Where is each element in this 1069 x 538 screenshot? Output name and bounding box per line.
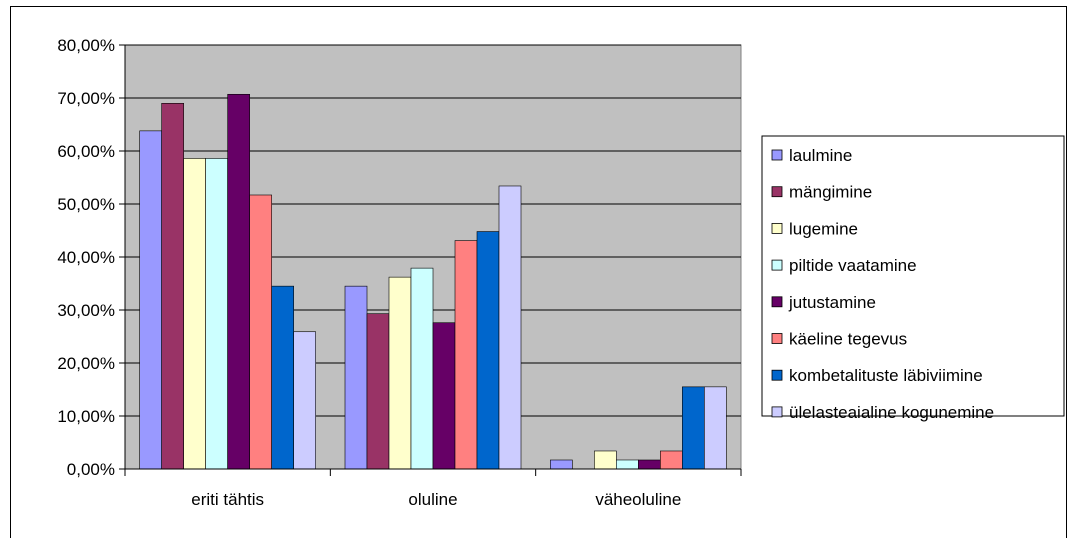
- legend-label: jutustamine: [788, 293, 876, 312]
- category-label: eriti tähtis: [191, 490, 264, 509]
- legend-swatch: [771, 259, 783, 271]
- bar-piltide-vaatamine: [205, 158, 228, 470]
- y-tick-label: 40,00%: [57, 248, 115, 267]
- y-tick-label: 70,00%: [57, 89, 115, 108]
- y-tick-label: 20,00%: [57, 354, 115, 373]
- bar-ülelasteaialine-kogunemine: [498, 185, 522, 470]
- bars: [139, 93, 727, 470]
- legend-label: lugemine: [789, 219, 858, 238]
- bar-lugemine: [183, 158, 206, 470]
- bar-lugemine: [388, 276, 412, 470]
- bar-jutustamine: [638, 459, 661, 470]
- bar-ülelasteaialine-kogunemine: [704, 386, 727, 470]
- legend-label: käeline tegevus: [789, 330, 907, 349]
- legend-label: mängimine: [789, 183, 872, 202]
- bar-piltide-vaatamine: [616, 459, 639, 470]
- axes: 0,00% 10,00% 20,00% 30,00% 40,00% 50,00% 60,00…: [57, 36, 742, 509]
- bar-käeline-tegevus: [454, 240, 478, 470]
- legend-label: laulmine: [789, 146, 852, 165]
- legend-label: piltide vaatamine: [789, 256, 917, 275]
- y-tick-label: 10,00%: [57, 407, 115, 426]
- bar-laulmine: [139, 130, 162, 470]
- y-tick-label: 30,00%: [57, 301, 115, 320]
- y-tick-label: 80,00%: [57, 36, 115, 55]
- legend-swatch: [771, 222, 783, 234]
- bar-laulmine: [550, 459, 573, 470]
- bar-käeline-tegevus: [660, 450, 683, 470]
- y-tick-label: 0,00%: [67, 460, 115, 479]
- legend-swatch: [771, 333, 783, 344]
- bar-kombetalituste-läbiviimine: [271, 285, 294, 470]
- legend-label: kombetalituste läbiviimine: [789, 366, 983, 385]
- category-label: oluline: [408, 490, 457, 509]
- bar-ülelasteaialine-kogunemine: [293, 331, 316, 470]
- legend-box: [761, 135, 1065, 417]
- legend-swatch: [771, 149, 783, 161]
- legend-swatch: [771, 296, 783, 308]
- legend: laulmine mängimine lugemine piltide vaatami…: [761, 135, 1065, 422]
- bar-jutustamine: [432, 322, 456, 470]
- legend-swatch: [771, 369, 783, 381]
- bar-mängimine: [161, 103, 184, 470]
- bar-jutustamine: [227, 93, 250, 470]
- y-tick-label: 60,00%: [57, 142, 115, 161]
- bar-piltide-vaatamine: [410, 267, 434, 470]
- bar-kombetalituste-läbiviimine: [682, 386, 705, 470]
- bar-kombetalituste-läbiviimine: [476, 231, 500, 470]
- bar-käeline-tegevus: [249, 194, 272, 470]
- legend-label: ülelasteaialine kogunemine: [789, 403, 994, 422]
- bar-mängimine: [366, 313, 390, 470]
- legend-swatch: [771, 406, 783, 418]
- y-tick-label: 50,00%: [57, 195, 115, 214]
- category-label: väheoluline: [595, 490, 681, 509]
- legend-swatch: [771, 186, 783, 198]
- bar-lugemine: [594, 450, 617, 470]
- bar-laulmine: [344, 285, 368, 470]
